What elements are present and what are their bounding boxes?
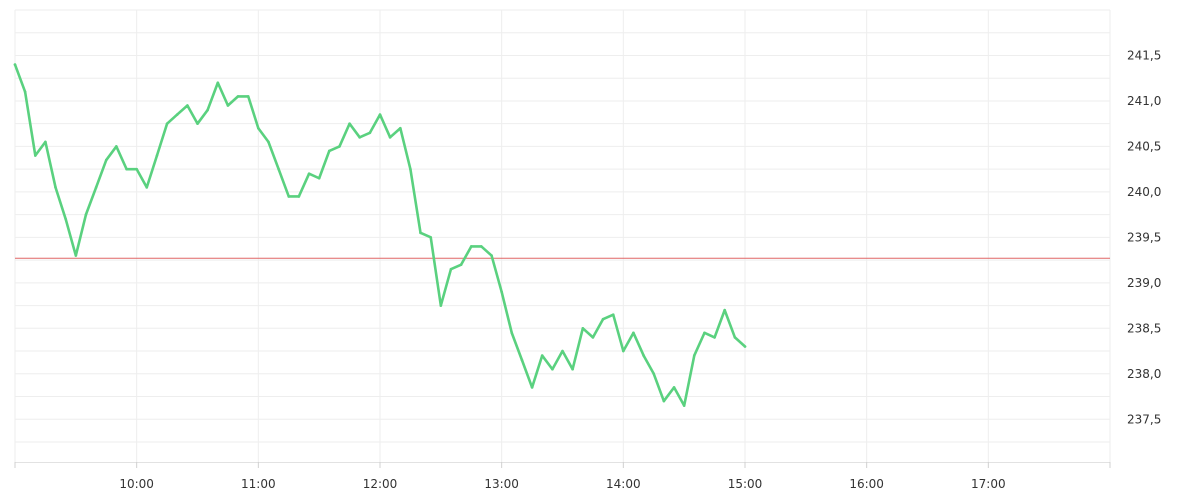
x-tick-label: 14:00 [606,477,641,491]
data-point [297,195,301,198]
data-point [520,358,524,362]
x-tick-label: 17:00 [971,477,1006,491]
y-tick-label: 240,0 [1127,185,1161,199]
data-point [135,167,138,171]
grid [14,9,1111,462]
data-point [64,217,68,221]
data-point [409,167,412,171]
data-point [449,267,453,271]
data-point [480,245,483,248]
data-point [662,399,666,403]
data-point [723,308,726,312]
y-tick-label: 240,5 [1127,139,1161,153]
data-point [236,95,240,98]
data-point [652,372,656,376]
data-point [348,122,351,125]
data-point [469,245,473,248]
x-tick-labels: 10:00 11:00 12:00 13:00 14:00 15:00 16:00 17:00 [119,477,1005,491]
data-point [500,290,503,294]
data-point [54,186,57,189]
data-point [246,95,250,98]
data-point [692,354,696,357]
data-point [591,336,595,339]
data-point [287,195,291,198]
data-point [155,154,159,157]
y-tick-label: 239,5 [1127,230,1161,244]
data-point [226,104,230,107]
axes [14,462,1111,468]
data-point [743,345,747,348]
data-point [399,126,402,130]
y-tick-label: 238,5 [1127,321,1161,335]
x-tick-label: 10:00 [119,477,154,491]
data-point [642,354,645,357]
data-point [459,263,463,266]
data-point [74,254,78,257]
y-tick-labels: 237,5 238,0 238,5 239,0 239,5 240,0 240,5 241,0… [1127,48,1161,426]
data-point [611,313,615,316]
data-point [267,140,270,144]
data-point [13,63,17,66]
data-point [277,167,280,171]
data-point [703,331,706,335]
data-point [338,145,341,148]
data-point [327,149,331,153]
data-point [571,367,574,371]
data-point [378,113,382,116]
data-point [733,336,737,339]
x-tick-label: 15:00 [728,477,763,491]
data-point [216,81,220,85]
data-point [358,136,361,139]
data-point [44,140,47,144]
data-point [125,167,128,171]
data-point [104,158,108,162]
y-tick-label: 238,0 [1127,367,1161,381]
data-point [165,122,169,125]
data-point [115,145,118,148]
data-point [429,236,433,239]
data-point [622,349,625,353]
data-point [196,122,199,125]
data-point [439,304,443,307]
y-tick-label: 241,5 [1127,48,1161,62]
data-point [94,186,98,189]
data-point [419,231,422,235]
data-point [175,113,179,116]
data-point [388,136,392,139]
data-point [257,126,260,130]
data-point [672,386,676,389]
data-points [13,63,747,407]
data-point [490,254,493,257]
data-point [23,90,27,94]
data-point [307,172,311,176]
data-point [317,176,321,180]
y-tick-label: 237,5 [1127,412,1161,426]
x-tick-label: 12:00 [363,477,398,491]
data-point [510,331,514,335]
data-point [206,108,209,112]
data-point [186,104,189,107]
y-tick-label: 239,0 [1127,276,1161,290]
data-point [581,327,585,330]
x-tick-label: 11:00 [241,477,276,491]
x-tick-label: 13:00 [484,477,519,491]
y-tick-label: 241,0 [1127,94,1161,108]
data-point [34,154,37,157]
data-point [682,404,686,407]
x-tick-label: 16:00 [849,477,884,491]
data-point [561,349,564,353]
data-point [84,213,88,216]
data-point [632,331,635,335]
data-point [713,336,716,339]
data-point [145,186,149,189]
data-point [601,317,605,321]
data-point [540,354,544,357]
data-point [368,131,372,135]
data-point [551,367,554,371]
data-point [530,386,534,389]
